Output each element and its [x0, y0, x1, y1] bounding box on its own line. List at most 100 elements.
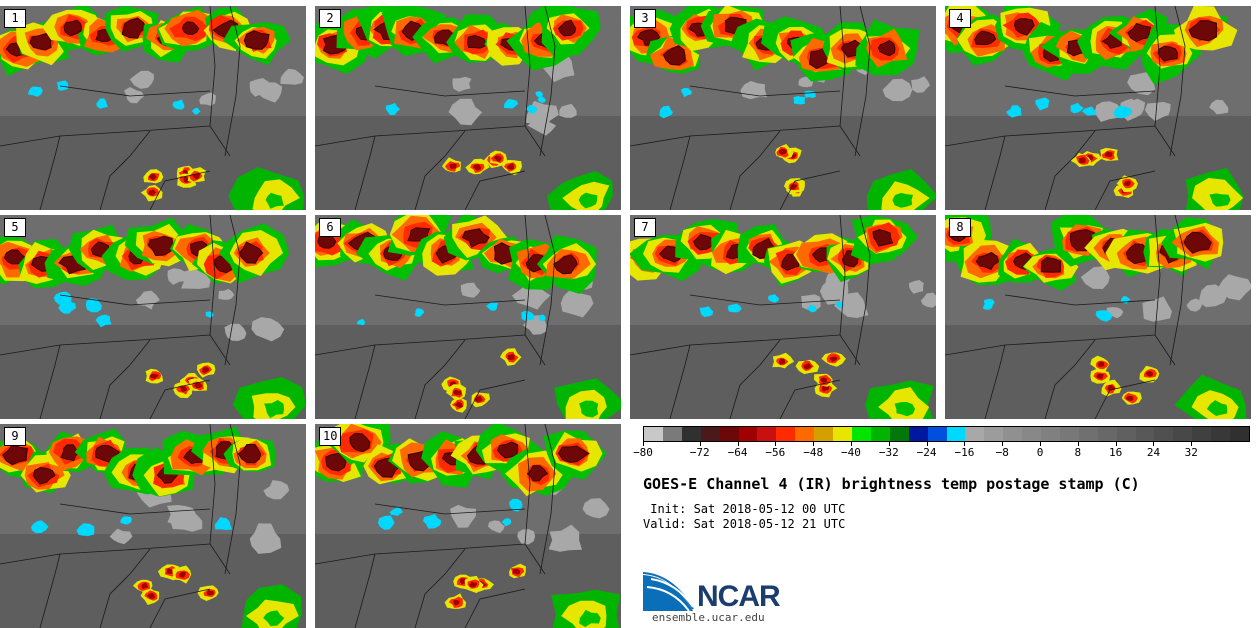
colorbar-tick-mark	[1040, 441, 1042, 446]
colorbar-tick-label: 8	[1074, 446, 1082, 459]
colorbar-swatch	[1022, 427, 1042, 441]
colorbar-swatch	[814, 427, 834, 441]
colorbar-tick-mark	[1115, 441, 1117, 446]
ir-brightness-map	[0, 215, 306, 419]
colorbar-tick-label: −80	[633, 446, 653, 459]
colorbar-swatch	[776, 427, 796, 441]
colorbar-tick-mark	[643, 441, 644, 446]
colorbar-swatch	[1041, 427, 1060, 441]
init-time: Init: Sat 2018-05-12 00 UTC	[643, 502, 846, 516]
member-number-label: 9	[4, 427, 26, 446]
colorbar-swatch	[870, 427, 890, 441]
colorbar-tick-label: −8	[995, 446, 1009, 459]
colorbar-swatch	[1173, 427, 1193, 441]
satellite-panel: 7	[630, 215, 936, 419]
satellite-panel: 1	[0, 6, 306, 210]
colorbar-swatch	[681, 427, 701, 441]
colorbar-tick-mark	[1153, 441, 1155, 446]
colorbar-swatch	[1116, 427, 1136, 441]
colorbar-tick-label: 32	[1184, 446, 1198, 459]
member-number-label: 6	[319, 218, 341, 237]
colorbar-swatch	[1078, 427, 1098, 441]
colorbar-tick-mark	[699, 441, 701, 446]
ir-brightness-map	[0, 6, 306, 210]
colorbar-swatch	[662, 427, 682, 441]
member-number-label: 1	[4, 9, 26, 28]
colorbar-tick-mark	[813, 441, 815, 446]
colorbar-tick-mark	[888, 441, 890, 446]
member-number-label: 7	[634, 218, 656, 237]
satellite-panel: 6	[315, 215, 621, 419]
colorbar-tick-label: −72	[689, 446, 710, 459]
satellite-panel: 2	[315, 6, 621, 210]
colorbar-swatch	[851, 427, 871, 441]
colorbar-swatch	[1192, 427, 1212, 441]
ir-brightness-map	[315, 424, 621, 628]
colorbar-tick-label: −32	[878, 446, 899, 459]
colorbar-swatch	[719, 427, 739, 441]
colorbar-swatch	[889, 427, 909, 441]
colorbar-swatch	[738, 427, 758, 441]
colorbar-tick-label: −24	[916, 446, 937, 459]
colorbar-tick-mark	[964, 441, 966, 446]
ncar-logo-icon	[643, 572, 694, 611]
colorbar	[643, 426, 1250, 442]
ir-brightness-map	[630, 6, 936, 210]
colorbar-swatch	[1230, 427, 1249, 441]
colorbar-swatch	[1097, 427, 1117, 441]
colorbar-swatch	[908, 427, 928, 441]
colorbar-swatch	[946, 427, 966, 441]
colorbar-tick-label: 16	[1109, 446, 1123, 459]
satellite-panel: 10	[315, 424, 621, 628]
ir-brightness-map	[315, 6, 621, 210]
valid-time: Valid: Sat 2018-05-12 21 UTC	[643, 517, 846, 531]
member-number-label: 4	[949, 9, 971, 28]
ir-brightness-map	[0, 424, 306, 628]
ir-brightness-map	[945, 215, 1251, 419]
colorbar-tick-label: 24	[1146, 446, 1161, 459]
satellite-panel: 8	[945, 215, 1251, 419]
member-number-label: 3	[634, 9, 656, 28]
satellite-panel: 4	[945, 6, 1251, 210]
colorbar-tick-label: 0	[1036, 446, 1044, 459]
colorbar-swatch	[1059, 427, 1079, 441]
colorbar-tick-label: −64	[727, 446, 748, 459]
colorbar-tick-mark	[850, 441, 852, 446]
member-number-label: 2	[319, 9, 341, 28]
colorbar-swatch	[833, 427, 852, 441]
colorbar-swatch	[927, 427, 947, 441]
colorbar-tick-label: −48	[803, 446, 824, 459]
colorbar-swatch	[965, 427, 985, 441]
member-number-label: 10	[319, 427, 342, 446]
ncar-logo-text: NCAR	[697, 580, 781, 613]
colorbar-tick-mark	[1077, 441, 1079, 446]
satellite-panel: 3	[630, 6, 936, 210]
satellite-panel: 5	[0, 215, 306, 419]
colorbar-tick-label: −16	[954, 446, 975, 459]
colorbar-ticks: −80 −72 −64 −56 −48 −40 −32 −24 −16 −8 0 8 16 24 32	[633, 441, 1248, 461]
colorbar-swatch	[1211, 427, 1231, 441]
colorbar-swatch	[984, 427, 1004, 441]
colorbar-tick-mark	[926, 441, 928, 446]
source-url[interactable]: ensemble.ucar.edu	[652, 611, 765, 624]
colorbar-swatch	[1003, 427, 1023, 441]
colorbar-tick-mark	[775, 441, 777, 446]
colorbar-swatch	[644, 427, 663, 441]
colorbar-swatch	[757, 427, 777, 441]
colorbar-tick-mark	[1191, 441, 1193, 446]
colorbar-swatch	[700, 427, 720, 441]
colorbar-tick-label: −56	[765, 446, 786, 459]
ir-brightness-map	[630, 215, 936, 419]
colorbar-swatch	[1135, 427, 1155, 441]
member-number-label: 5	[4, 218, 26, 237]
colorbar-tick-label: −40	[841, 446, 861, 459]
colorbar-tick-mark	[737, 441, 739, 446]
colorbar-swatch	[1154, 427, 1174, 441]
colorbar-tick-mark	[1002, 441, 1004, 446]
member-number-label: 8	[949, 218, 971, 237]
colorbar-swatch	[795, 427, 815, 441]
ir-brightness-map	[315, 215, 621, 419]
figure-title: GOES-E Channel 4 (IR) brightness temp po…	[643, 475, 1140, 493]
satellite-panel: 9	[0, 424, 306, 628]
ir-brightness-map	[945, 6, 1251, 210]
